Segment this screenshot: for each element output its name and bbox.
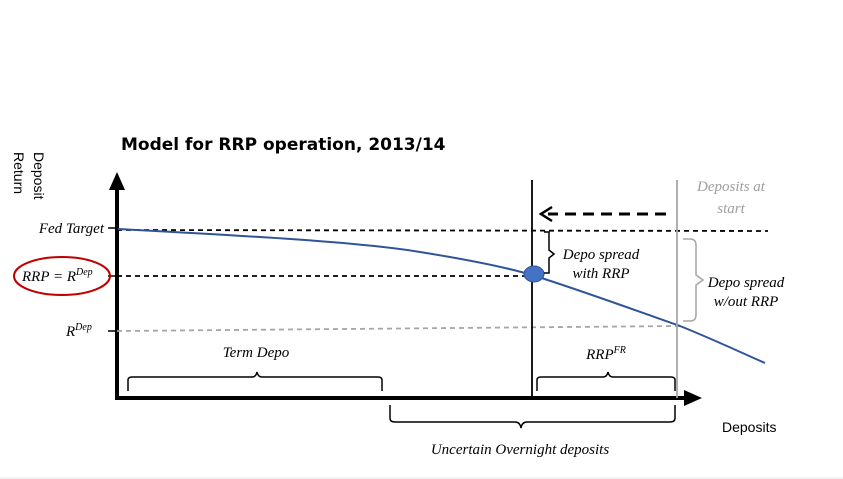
x-axis-arrowhead <box>684 390 702 406</box>
depo-spread-norrp-label-2: w/out RRP <box>714 294 779 310</box>
diagram-title: Model for RRP operation, 2013/14 <box>121 135 446 155</box>
r-dep-label: RDep <box>65 322 92 340</box>
shift-arrow-head <box>538 205 553 223</box>
deposit-return-curve <box>117 228 766 364</box>
highlight-ellipse <box>13 256 111 296</box>
y-axis-arrowhead <box>109 172 125 190</box>
term-depo-brace <box>127 371 383 391</box>
depo-spread-norrp-label-1: Depo spread <box>707 275 785 291</box>
uncertain-overnight-label: Uncertain Overnight deposits <box>431 442 609 458</box>
depo-spread-rrp-label-1: Depo spread <box>562 247 640 263</box>
rrp-equals-rdep-label: RRP = RDep <box>21 267 93 285</box>
deposits-at-start-label-2: start <box>717 201 745 217</box>
depo-spread-rrp-bracket <box>544 231 556 274</box>
y-axis-label-return: Return <box>11 152 27 194</box>
x-axis-label: Deposits <box>722 419 776 435</box>
fed-target-label: Fed Target <box>38 221 105 237</box>
depo-spread-rrp-label-2: with RRP <box>572 266 629 282</box>
rrp-fr-label: RRPFR <box>585 345 626 363</box>
r-dep-dashed-line <box>116 325 681 332</box>
depo-spread-norrp-bracket <box>683 238 705 322</box>
uncertain-overnight-brace <box>389 405 676 429</box>
y-axis-label-deposit: Deposit <box>31 152 47 200</box>
equilibrium-point <box>523 265 545 283</box>
rrp-fr-brace <box>536 371 676 391</box>
fed-target-dashed-line <box>116 229 769 232</box>
deposits-at-start-label-1: Deposits at <box>696 179 766 195</box>
term-depo-label: Term Depo <box>223 345 290 361</box>
